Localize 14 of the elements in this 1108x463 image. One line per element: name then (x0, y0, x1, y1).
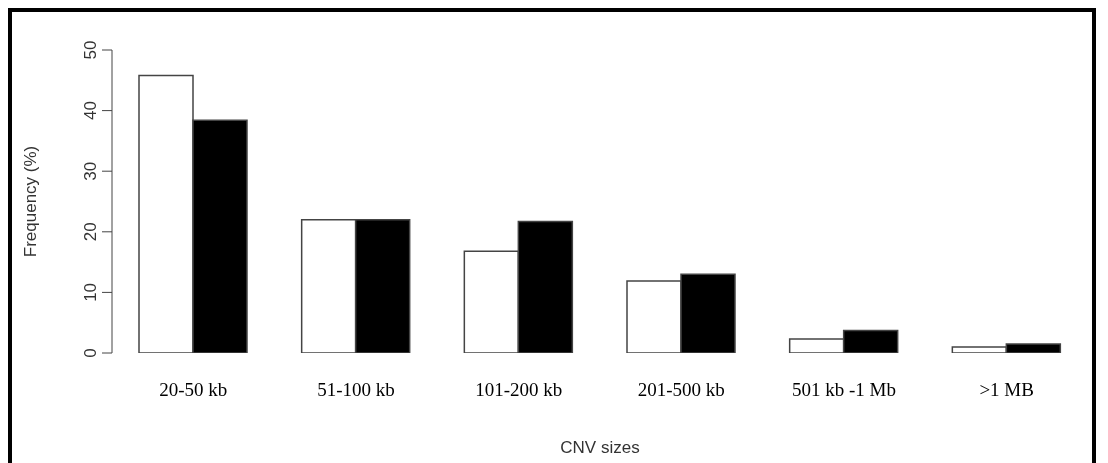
y-tick-label: 10 (81, 282, 100, 302)
y-tick-label: 50 (81, 40, 100, 60)
x-tick-label: 51-100 kb (317, 379, 395, 401)
x-tick-label: 201-500 kb (637, 379, 725, 401)
y-axis-title: Frequency (%) (21, 145, 41, 258)
x-tick-label: 20-50 kb (159, 379, 228, 401)
x-tick-label: 501 kb -1 Mb (792, 379, 896, 401)
x-axis-title: CNV sizes (560, 438, 640, 457)
y-tick-label: 30 (81, 161, 100, 181)
x-tick-label: 101-200 kb (475, 379, 563, 401)
y-tick-label: 20 (81, 222, 100, 242)
x-tick-label: >1 MB (979, 379, 1034, 401)
y-tick-label: 0 (81, 348, 100, 358)
y-tick-label: 40 (81, 101, 100, 121)
